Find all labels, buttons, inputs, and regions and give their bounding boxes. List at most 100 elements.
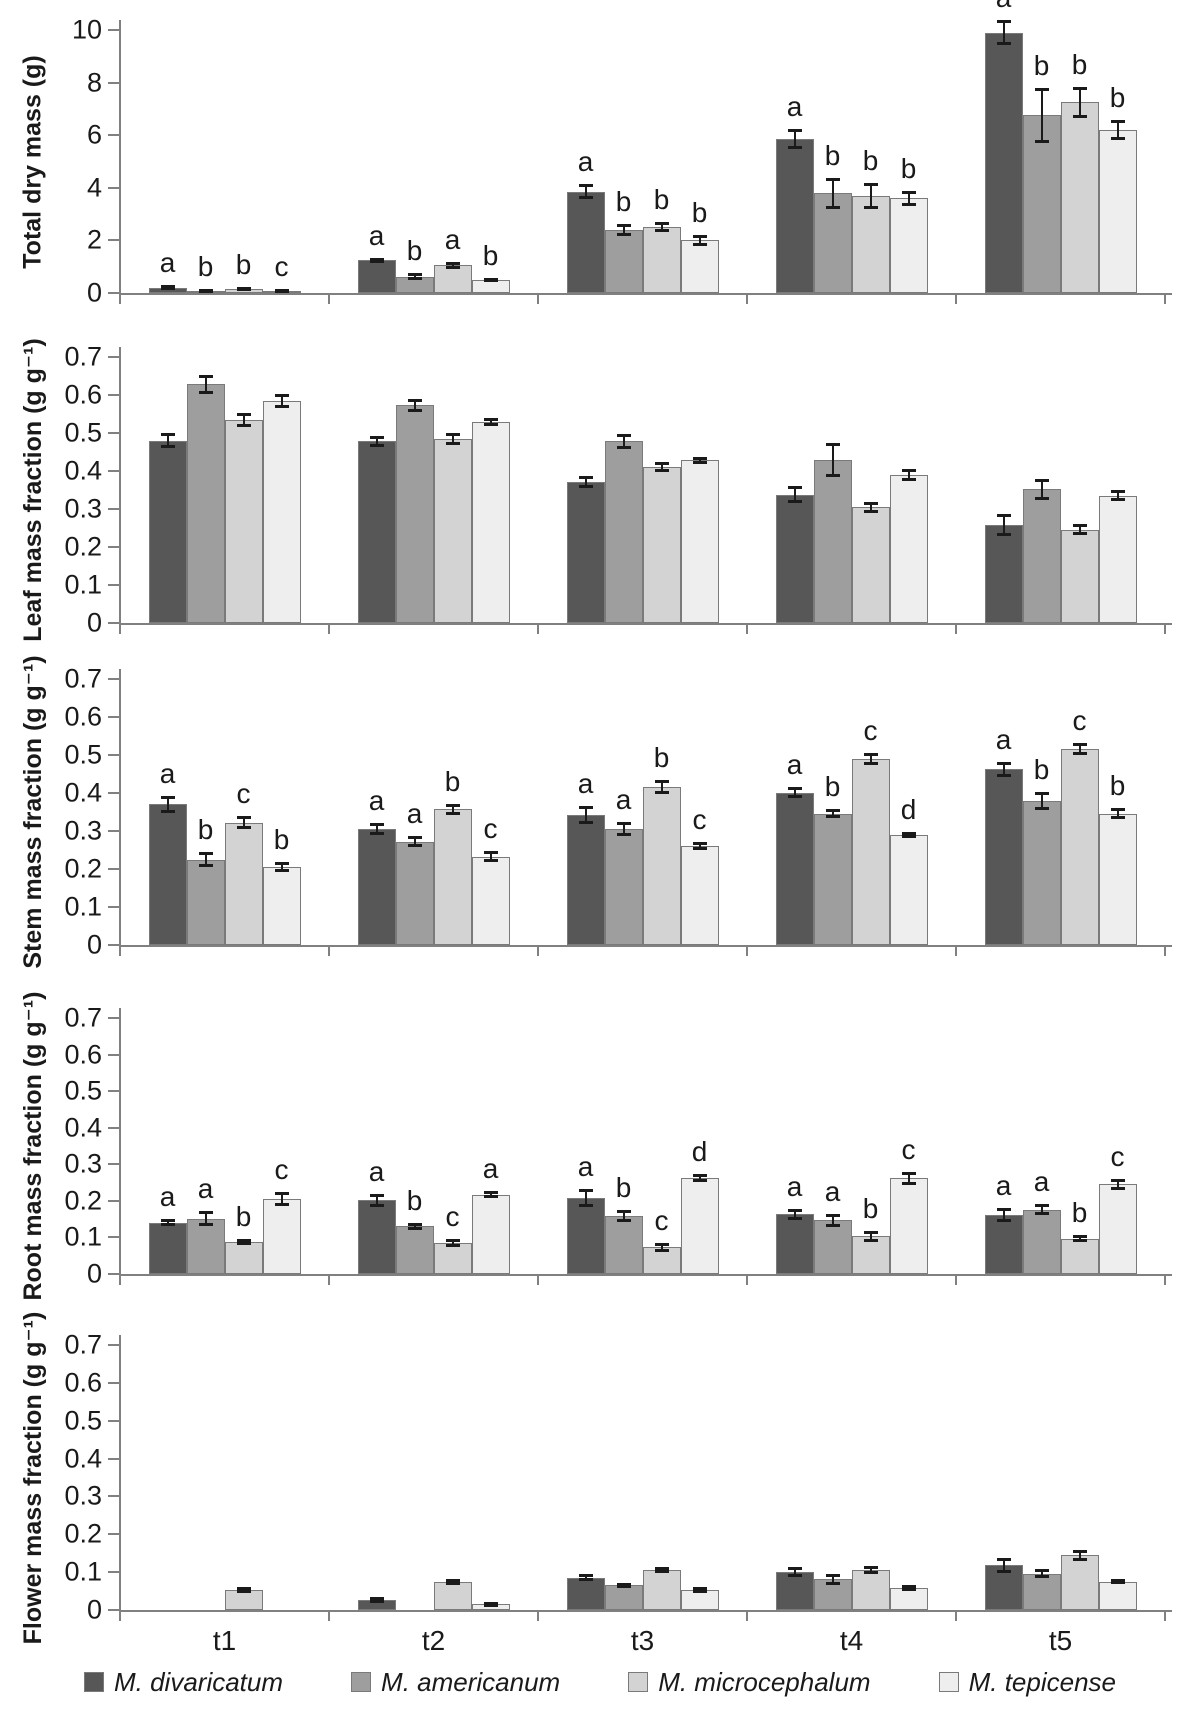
bar	[889, 1588, 928, 1610]
bar	[680, 240, 719, 293]
y-axis-tick	[108, 1419, 120, 1422]
error-bar-line	[584, 1575, 587, 1581]
error-bar-cap-bottom	[692, 846, 707, 850]
y-tick-label: 0.1	[64, 1556, 102, 1587]
bar	[1098, 129, 1137, 293]
x-axis-tick	[746, 947, 748, 956]
legend-swatch	[83, 1672, 104, 1692]
significance-letter: b	[862, 1192, 879, 1224]
significance-letter: a	[577, 768, 594, 800]
error-bar-line	[793, 788, 796, 798]
bar	[224, 1241, 263, 1274]
error-bar-line	[204, 1212, 207, 1226]
bar	[813, 813, 852, 945]
bar	[357, 260, 396, 293]
x-axis-tick	[955, 947, 957, 956]
x-axis-tick	[119, 947, 121, 956]
error-bar-cap-top	[445, 803, 460, 807]
error-bar-line	[831, 178, 834, 208]
error-bar-cap-bottom	[236, 1241, 251, 1245]
y-axis-tick	[108, 1053, 120, 1056]
error-bar-cap-top	[445, 433, 460, 437]
y-axis-tick	[108, 1017, 120, 1019]
bar	[604, 441, 643, 623]
error-bar-cap-top	[825, 1573, 840, 1577]
error-bar-cap-top	[1034, 88, 1049, 92]
significance-letter: a	[824, 1175, 841, 1207]
error-bar-cap-bottom	[445, 265, 460, 269]
error-bar-cap-bottom	[274, 868, 289, 872]
significance-letter: a	[159, 247, 176, 279]
significance-letter: b	[615, 1172, 632, 1204]
significance-letter: c	[901, 1133, 916, 1165]
significance-letter: c	[483, 813, 498, 845]
error-bar-cap-top	[407, 1222, 422, 1226]
error-bar-line	[831, 809, 834, 818]
bar	[775, 1571, 814, 1610]
significance-letter: c	[1110, 1141, 1125, 1172]
legend-label: M. americanum	[381, 1666, 561, 1697]
significance-letter: d	[691, 1135, 708, 1167]
bar	[984, 524, 1023, 623]
error-bar-cap-top	[274, 1191, 289, 1195]
x-axis-line	[119, 623, 1172, 625]
error-bar-cap-top	[1034, 1203, 1049, 1207]
error-bar-cap-top	[787, 1208, 802, 1212]
bar	[604, 1585, 643, 1610]
x-axis-tick	[1164, 625, 1166, 634]
error-bar-cap-top	[407, 836, 422, 840]
bar	[604, 229, 643, 293]
error-bar-cap-bottom	[787, 146, 802, 150]
error-bar-line	[698, 235, 701, 246]
bar	[851, 1569, 890, 1610]
significance-letter: b	[900, 152, 917, 184]
legend-swatch	[351, 1672, 372, 1692]
significance-letter: a	[482, 1153, 499, 1185]
error-bar-cap-bottom	[654, 1248, 669, 1252]
y-axis-tick	[108, 792, 120, 794]
significance-letter: c	[274, 1153, 289, 1185]
error-bar-cap-bottom	[369, 259, 384, 263]
x-axis-tick	[328, 1276, 330, 1285]
y-axis-tick	[108, 1457, 120, 1460]
y-tick-label: 0.5	[64, 1075, 102, 1106]
y-tick-label: 0.2	[64, 531, 102, 562]
error-bar-cap-top	[1072, 1234, 1087, 1238]
error-bar-cap-bottom	[445, 811, 460, 815]
x-axis-tick	[746, 625, 748, 634]
y-tick-label: 0.2	[64, 1518, 102, 1549]
error-bar-cap-top	[1034, 1568, 1049, 1572]
x-axis-tick	[1164, 947, 1166, 956]
bar	[775, 494, 814, 623]
error-bar-cap-bottom	[616, 446, 631, 450]
significance-letter: b	[824, 770, 841, 802]
x-axis-tick	[1164, 1612, 1166, 1621]
error-bar-cap-bottom	[236, 826, 251, 830]
error-bar-cap-top	[274, 394, 289, 398]
error-bar-line	[204, 376, 207, 393]
error-bar-cap-top	[578, 1574, 593, 1578]
bar	[566, 191, 605, 293]
y-axis-tick	[108, 678, 120, 680]
significance-letter: c	[236, 777, 251, 809]
error-bar-line	[413, 399, 416, 411]
error-bar-cap-bottom	[825, 205, 840, 209]
error-bar-line	[1040, 89, 1043, 142]
error-bar-cap-bottom	[236, 423, 251, 427]
error-bar-cap-top	[787, 485, 802, 489]
significance-letter: a	[996, 0, 1012, 13]
error-bar-cap-bottom	[1110, 1581, 1125, 1585]
bar	[186, 384, 225, 623]
bar	[680, 845, 719, 945]
error-bar-line	[698, 842, 701, 849]
significance-letter: c	[1072, 704, 1087, 736]
y-axis-tick	[108, 546, 120, 548]
error-bar-cap-bottom	[369, 1203, 384, 1207]
bar	[262, 866, 301, 945]
significance-letter: b	[197, 251, 214, 283]
x-axis-tick	[955, 625, 957, 634]
error-bar-cap-top	[160, 285, 175, 289]
y-tick-label: 0.2	[64, 853, 102, 884]
error-bar-cap-bottom	[407, 408, 422, 412]
